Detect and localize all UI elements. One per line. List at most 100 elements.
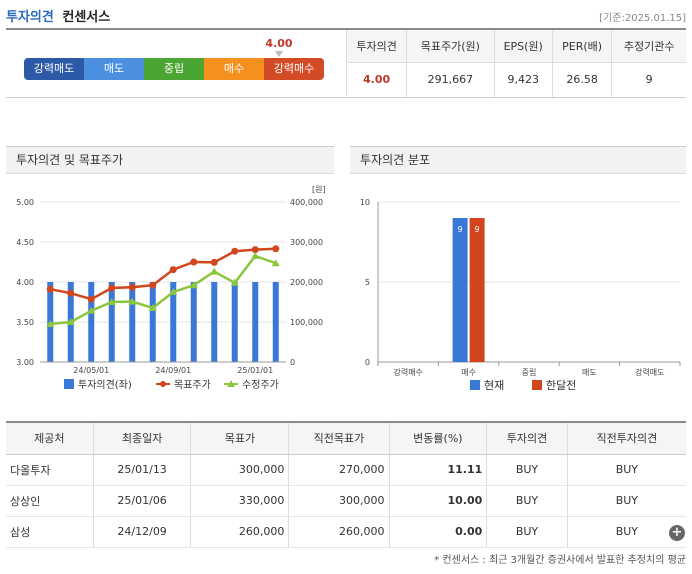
y-tick: 0 — [365, 358, 370, 367]
broker-table: 제공처 최종일자 목표가 직전목표가 변동률(%) 투자의견 직전투자의견 다올… — [6, 421, 686, 548]
broker-header: 직전투자의견 — [566, 421, 686, 455]
opinion-bar — [272, 282, 279, 362]
legend-adjusted-label: 수정주가 — [242, 379, 279, 391]
broker-header: 변동률(%) — [388, 421, 487, 455]
marker-triangle-icon — [275, 51, 283, 57]
broker-header: 최종일자 — [92, 421, 191, 455]
adjusted-price-point — [87, 306, 96, 314]
broker-date: 25/01/13 — [92, 454, 191, 486]
broker-target: 330,000 — [190, 485, 289, 517]
adjusted-price-point — [271, 259, 280, 267]
adjusted-price-point — [46, 320, 55, 327]
adjusted-price-point — [169, 288, 178, 295]
legend-month-ago-label: 한달전 — [546, 379, 576, 392]
right-panel-title: 투자의견 분포 — [350, 146, 686, 174]
broker-opinion: BUY — [486, 454, 568, 486]
consensus-institutions: 9 — [611, 62, 686, 97]
section-subtitle: 컨센서스 — [62, 10, 111, 25]
adjusted-price-point — [148, 304, 157, 311]
opinion-bar — [149, 282, 156, 362]
opinion-bar — [231, 282, 238, 362]
y-left-tick: 4.00 — [16, 278, 34, 287]
x-category-label: 강력매도 — [635, 367, 664, 377]
broker-header: 직전목표가 — [288, 421, 389, 455]
broker-date: 24/12/09 — [92, 516, 191, 548]
broker-header: 투자의견 — [486, 421, 568, 455]
table-row: 상상인 25/01/06 330,000 300,000 10.00 BUY B… — [6, 485, 686, 517]
target-price-point — [169, 266, 177, 274]
opinion-bar — [252, 282, 259, 362]
footnote: * 컨센서스 : 최근 3개월간 증권사에서 발표한 추정치의 평균 — [434, 555, 686, 566]
target-price-point — [210, 258, 218, 266]
y-right-tick: 0 — [290, 358, 295, 367]
target-price-point — [87, 295, 95, 303]
bar-value-label: 9 — [458, 225, 463, 234]
opinion-target-price-chart: 5.00 4.50 4.00 3.50 3.00 400,000 300,000 200,00… — [16, 185, 326, 391]
scale-strong-sell: 강력매도 — [24, 58, 84, 80]
section-title: 투자의견 — [6, 10, 54, 25]
consensus-opinion: 4.00 — [345, 62, 407, 97]
legend-adjusted-point — [227, 380, 235, 387]
legend-current-label: 현재 — [484, 379, 504, 392]
adjusted-price-point — [230, 278, 239, 286]
x-tick: 24/05/01 — [73, 366, 109, 375]
x-tick: 25/01/01 — [237, 366, 273, 375]
broker-prev-target: 270,000 — [288, 454, 389, 486]
y-right-unit: [원] — [312, 185, 326, 194]
scale-strong-buy: 강력매수 — [264, 58, 324, 80]
broker-target: 260,000 — [190, 516, 289, 548]
opinion-marker-value: 4.00 — [265, 37, 293, 50]
adjusted-price-point — [189, 281, 198, 289]
x-tick: 24/09/01 — [155, 366, 191, 375]
scale-sell: 매도 — [84, 58, 144, 80]
consensus-header: PER(배) — [551, 30, 612, 63]
broker-prev-opinion: BUY — [566, 454, 686, 486]
table-row: 다올투자 25/01/13 300,000 270,000 11.11 BUY … — [6, 454, 686, 486]
adjusted-price-point — [128, 297, 137, 305]
expand-plus-icon[interactable]: + — [669, 525, 685, 541]
scale-buy: 매수 — [204, 58, 264, 80]
target-price-point — [231, 247, 239, 255]
consensus-header: 투자의견 — [345, 30, 407, 63]
broker-opinion: BUY — [486, 485, 568, 517]
opinion-bar — [108, 282, 115, 362]
broker-header: 목표가 — [190, 421, 289, 455]
broker-target: 300,000 — [190, 454, 289, 486]
legend-target-label: 목표주가 — [174, 379, 211, 391]
y-right-tick: 400,000 — [290, 198, 323, 207]
y-tick: 5 — [365, 278, 370, 287]
opinion-bar — [88, 282, 95, 362]
legend-opinion-swatch — [64, 379, 74, 389]
target-price-point — [108, 284, 116, 292]
target-price-point — [251, 246, 259, 254]
adjusted-price-line — [50, 254, 277, 326]
opinion-bar — [170, 282, 177, 362]
broker-name: 삼성 — [6, 516, 94, 548]
consensus-eps: 9,423 — [493, 62, 553, 97]
consensus-target-price: 291,667 — [406, 62, 494, 97]
month-ago-bar — [469, 218, 485, 362]
current-bar — [452, 218, 468, 362]
broker-prev-target: 260,000 — [288, 516, 389, 548]
broker-opinion: BUY — [486, 516, 568, 548]
y-right-tick: 200,000 — [290, 278, 323, 287]
broker-prev-opinion: BUY — [566, 485, 686, 517]
scale-neutral: 중립 — [144, 58, 204, 80]
y-left-tick: 5.00 — [16, 198, 34, 207]
adjusted-price-point — [210, 267, 219, 275]
x-category-label: 강력매수 — [393, 367, 422, 377]
x-category-label: 중립 — [522, 368, 537, 377]
broker-date: 25/01/06 — [92, 485, 191, 517]
legend-current-swatch — [470, 380, 480, 390]
broker-header: 제공처 — [6, 421, 94, 455]
legend-target-point — [160, 381, 166, 387]
broker-prev-target: 300,000 — [288, 485, 389, 517]
consensus-header: 목표주가(원) — [406, 30, 494, 63]
broker-change: 0.00 — [388, 516, 487, 548]
left-panel-title: 투자의견 및 목표주가 — [6, 146, 334, 174]
consensus-per: 26.58 — [551, 62, 612, 97]
target-price-point — [190, 258, 198, 266]
opinion-scale-bar: 강력매도 매도 중립 매수 강력매수 — [24, 58, 324, 80]
consensus-table: 투자의견 목표주가(원) EPS(원) PER(배) 추정기관수 4.00 29… — [345, 30, 686, 97]
